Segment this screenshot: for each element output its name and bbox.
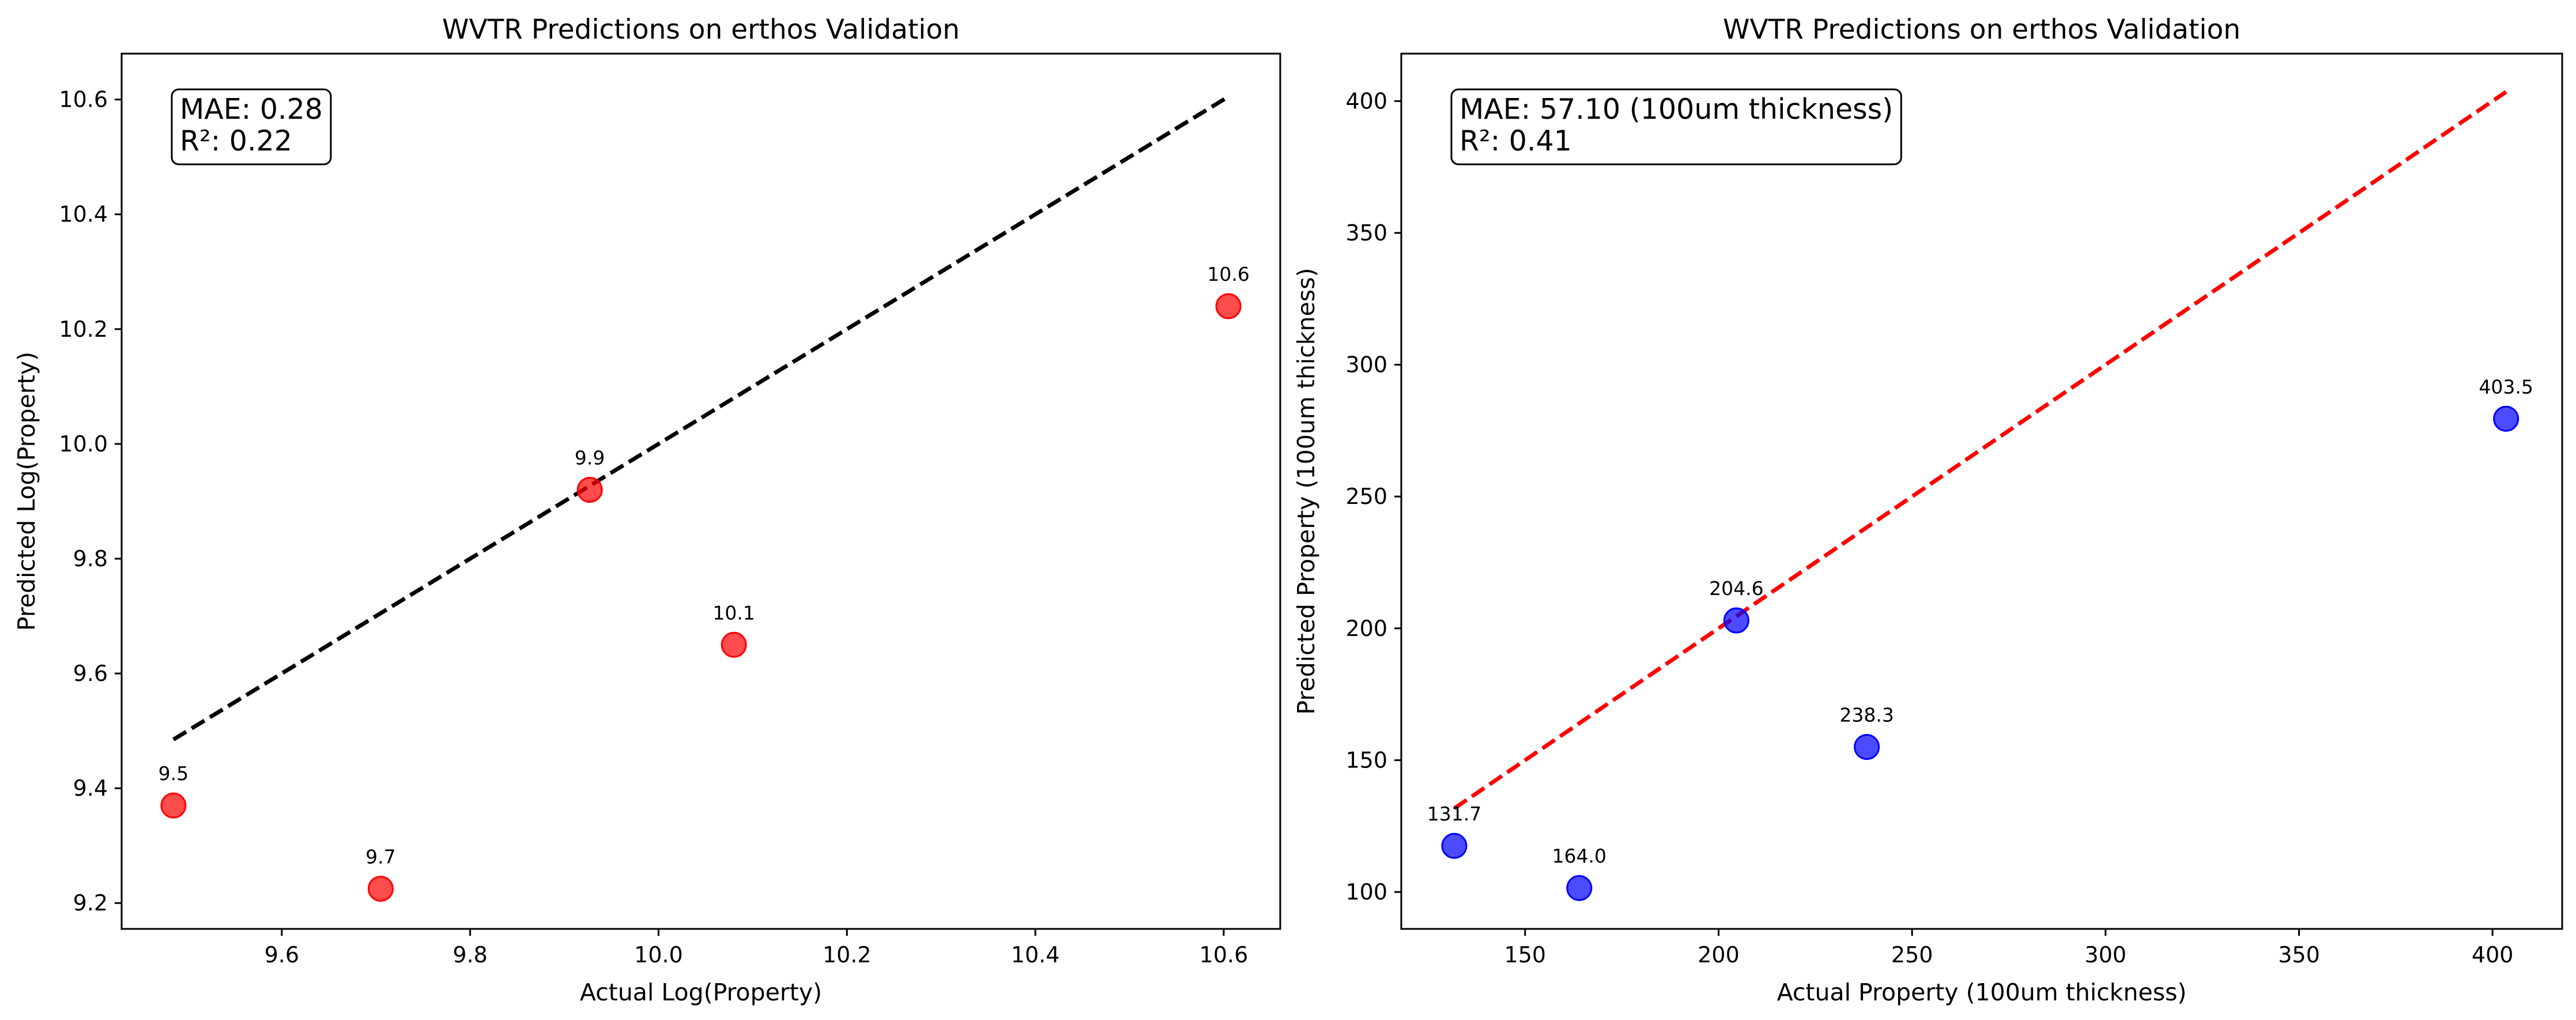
- left-y-tick-label: 10.6: [59, 87, 108, 112]
- right-y-tick-label: 250: [1345, 484, 1387, 509]
- right-y-tick-label: 200: [1345, 616, 1387, 641]
- left-x-tick-label: 9.6: [265, 942, 299, 968]
- right-y-tick-label: 100: [1345, 879, 1387, 905]
- left-x-tick-label: 10.0: [634, 942, 683, 968]
- right-y-tick-label: 350: [1345, 220, 1387, 246]
- left-y-tick-label: 10.4: [59, 202, 108, 227]
- left-stats-box: [171, 88, 332, 165]
- left-data-point: [576, 477, 603, 503]
- right-y-tick-label: 300: [1345, 352, 1387, 378]
- left-data-point: [367, 875, 394, 902]
- right-x-tick-label: 350: [2278, 942, 2320, 968]
- left-chart-title: WVTR Predictions on erthos Validation: [442, 14, 960, 46]
- right-y-tick-label: 150: [1345, 747, 1387, 773]
- right-x-tick-label: 200: [1698, 942, 1740, 968]
- right-chart-panel: WVTR Predictions on erthos Validation 131…: [1292, 14, 2563, 1006]
- right-x-axis-label: Actual Property (100um thickness): [1777, 978, 2187, 1006]
- left-point-label: 10.1: [712, 601, 755, 624]
- left-chart-panel: WVTR Predictions on erthos Validation 9.5…: [13, 14, 1281, 1006]
- right-y-tick-label: 400: [1345, 88, 1387, 114]
- right-stats-box: [1450, 88, 1902, 165]
- right-plot-frame: [1400, 52, 2563, 930]
- right-point-label: 403.5: [2479, 375, 2533, 398]
- left-identity-line: [172, 95, 1229, 742]
- right-data-point: [1441, 833, 1468, 859]
- left-x-tick-label: 10.2: [823, 942, 872, 968]
- left-y-tick-label: 9.8: [73, 546, 108, 571]
- right-chart-title: WVTR Predictions on erthos Validation: [1723, 14, 2241, 46]
- left-mae-text: MAE: 0.28: [180, 93, 323, 126]
- right-x-tick-label: 250: [1891, 942, 1933, 968]
- left-y-tick-label: 9.2: [73, 890, 108, 916]
- left-point-label: 9.9: [575, 447, 605, 469]
- left-x-tick-label: 10.6: [1200, 942, 1249, 968]
- right-point-label: 131.7: [1427, 803, 1481, 825]
- right-y-axis-label: Predicted Property (100um thickness): [1292, 268, 1320, 715]
- left-data-point: [160, 792, 187, 819]
- left-data-point: [1215, 293, 1242, 319]
- left-point-label: 9.5: [159, 762, 188, 785]
- right-data-point: [2493, 405, 2520, 432]
- right-mae-text: MAE: 57.10 (100um thickness): [1459, 93, 1893, 126]
- right-point-label: 238.3: [1839, 704, 1894, 727]
- right-x-tick-label: 300: [2085, 942, 2127, 968]
- left-data-point: [721, 631, 747, 658]
- right-x-tick-label: 400: [2472, 942, 2514, 968]
- right-data-point: [1723, 607, 1749, 634]
- right-x-tick-label: 150: [1504, 942, 1547, 968]
- left-y-tick-label: 10.2: [59, 317, 108, 342]
- right-r2-text: R²: 0.41: [1459, 125, 1572, 157]
- left-x-tick-label: 10.4: [1011, 942, 1060, 968]
- left-x-tick-label: 9.8: [452, 942, 487, 968]
- left-y-tick-label: 9.4: [73, 776, 108, 801]
- left-x-axis-label: Actual Log(Property): [580, 978, 822, 1006]
- right-point-label: 164.0: [1552, 845, 1606, 867]
- right-point-label: 204.6: [1709, 577, 1763, 600]
- left-y-tick-label: 9.6: [73, 661, 108, 686]
- left-r2-text: R²: 0.22: [180, 125, 292, 157]
- left-point-label: 10.6: [1207, 263, 1249, 285]
- left-point-label: 9.7: [365, 845, 395, 868]
- right-data-point: [1854, 734, 1880, 761]
- right-data-point: [1566, 875, 1593, 901]
- left-y-axis-label: Predicted Log(Property): [13, 352, 40, 631]
- left-y-tick-label: 10.0: [59, 431, 108, 457]
- left-plot-frame: [120, 52, 1281, 930]
